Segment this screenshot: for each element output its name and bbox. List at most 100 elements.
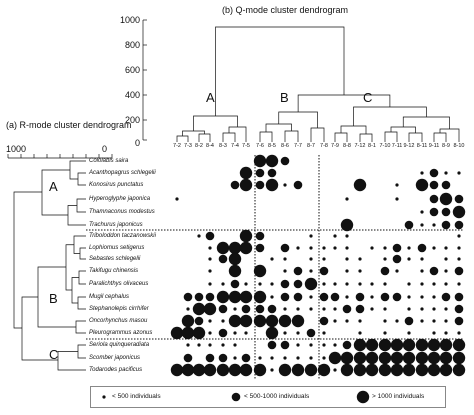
abundance-dot — [255, 231, 265, 241]
abundance-dot — [203, 302, 217, 316]
abundance-dot — [265, 178, 279, 192]
abundance-dot — [383, 319, 387, 323]
abundance-dot — [345, 295, 349, 299]
abundance-dot — [454, 292, 464, 302]
species-label: Takifugu chinensis — [89, 268, 139, 274]
abundance-dot — [218, 328, 228, 338]
abundance-dot — [454, 194, 464, 204]
abundance-dot — [280, 279, 290, 289]
abundance-dot — [395, 269, 399, 273]
abundance-dot — [239, 290, 253, 304]
abundance-dot — [255, 168, 265, 178]
abundance-dot — [293, 180, 303, 190]
abundance-dot — [228, 241, 242, 255]
abundance-dot — [192, 363, 206, 377]
abundance-dot — [439, 363, 453, 377]
abundance-dot — [432, 319, 436, 323]
abundance-dot — [407, 246, 411, 250]
abundance-dot — [378, 363, 392, 377]
abundance-dot — [432, 331, 436, 335]
species-label: Cololabis saira — [89, 158, 129, 164]
species-label: Scomber japonicus — [89, 355, 141, 361]
abundance-dot — [309, 246, 313, 250]
abundance-dot — [404, 316, 414, 326]
abundance-dot — [457, 234, 461, 238]
abundance-dot — [390, 363, 404, 377]
abundance-dot — [283, 257, 287, 261]
abundance-dot — [208, 331, 212, 335]
abundance-dot — [452, 205, 466, 219]
r-dendrogram-link — [77, 296, 86, 310]
abundance-dot — [333, 343, 337, 347]
abundance-dot — [208, 282, 212, 286]
abundance-dot — [402, 363, 416, 377]
abundance-dot — [304, 277, 318, 291]
abundance-dot — [197, 343, 201, 347]
abundance-dot — [429, 194, 439, 204]
abundance-dot — [280, 340, 290, 350]
legend — [90, 386, 446, 408]
abundance-dot — [420, 223, 424, 227]
abundance-dot — [432, 307, 436, 311]
abundance-dot — [280, 243, 290, 253]
abundance-dot — [441, 207, 451, 217]
abundance-dot — [429, 266, 439, 276]
abundance-dot — [420, 282, 424, 286]
q-dendrogram-link — [408, 132, 423, 142]
abundance-dot — [283, 331, 287, 335]
r-dendrogram-link — [77, 172, 86, 186]
r-dendrogram-link — [76, 198, 86, 213]
abundance-dot — [322, 246, 326, 250]
abundance-dot — [454, 316, 464, 326]
abundance-dot — [233, 356, 237, 360]
abundance-dot — [415, 178, 429, 192]
abundance-dot — [291, 314, 305, 328]
abundance-dot — [258, 356, 262, 360]
q-dendrogram-link — [182, 130, 205, 136]
abundance-dot — [439, 192, 453, 206]
abundance-dot — [205, 353, 215, 363]
abundance-dot — [444, 331, 448, 335]
abundance-dot — [402, 351, 416, 365]
abundance-dot — [319, 266, 329, 276]
abundance-dot — [258, 282, 262, 286]
station-label: 8-11 — [416, 143, 428, 149]
r-dendrogram-link — [13, 191, 42, 329]
abundance-dot — [205, 292, 215, 302]
r-dendrogram-link — [65, 244, 74, 291]
abundance-dot — [203, 363, 217, 377]
abundance-dot — [441, 220, 451, 230]
abundance-dot — [270, 368, 274, 372]
abundance-dot — [340, 218, 354, 232]
abundance-dot — [228, 264, 242, 278]
q-dendrogram-link — [222, 132, 236, 142]
abundance-dot — [365, 351, 379, 365]
abundance-dot — [192, 302, 206, 316]
abundance-dot — [296, 356, 300, 360]
station-label: 8-1 — [368, 143, 376, 149]
abundance-dot — [253, 154, 267, 168]
abundance-dot — [380, 292, 390, 302]
r-dendrogram-link — [75, 320, 86, 334]
abundance-dot — [293, 279, 303, 289]
abundance-dot — [309, 234, 313, 238]
abundance-dot — [241, 353, 251, 363]
species-label: Todarodes pacificus — [89, 367, 143, 373]
station-label: 7-9 — [331, 143, 339, 149]
abundance-dot — [370, 295, 374, 299]
abundance-dot — [342, 340, 352, 350]
abundance-dot — [296, 307, 300, 311]
abundance-dot — [216, 241, 230, 255]
abundance-dot — [233, 343, 237, 347]
abundance-dot — [444, 319, 448, 323]
station-label: 8-6 — [281, 143, 289, 149]
r-dendrogram-link — [57, 351, 86, 371]
abundance-dot — [345, 197, 349, 201]
r-dendrogram-link — [79, 247, 86, 260]
q-axis-tick: 200 — [124, 115, 140, 125]
abundance-dot — [270, 295, 274, 299]
abundance-dot — [407, 331, 411, 335]
abundance-dot — [365, 338, 379, 352]
abundance-dot — [395, 319, 399, 323]
